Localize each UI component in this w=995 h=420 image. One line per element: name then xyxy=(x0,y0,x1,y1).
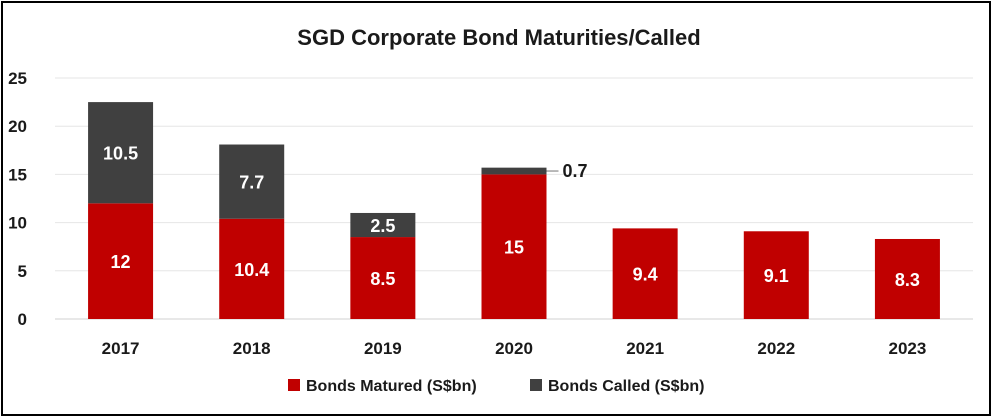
bar-called-2019 xyxy=(350,212,416,238)
bar-matured-2020 xyxy=(481,174,547,319)
bar-called-2018 xyxy=(219,144,285,219)
bars xyxy=(88,102,940,319)
x-tick-label: 2017 xyxy=(102,339,140,358)
data-label: 8.3 xyxy=(895,270,920,290)
data-label: 0.7 xyxy=(563,161,588,181)
legend-swatch xyxy=(288,379,300,391)
y-tick-label: 15 xyxy=(8,165,27,184)
data-label: 9.4 xyxy=(633,265,658,285)
data-label: 10.4 xyxy=(234,260,269,280)
y-tick-label: 0 xyxy=(18,310,27,329)
data-label: 7.7 xyxy=(239,173,264,193)
bar-matured-2023 xyxy=(874,238,940,319)
x-tick-label: 2022 xyxy=(757,339,795,358)
x-tick-label: 2018 xyxy=(233,339,271,358)
chart-title: SGD Corporate Bond Maturities/Called xyxy=(297,25,700,50)
chart: SGD Corporate Bond Maturities/Called 0 5 1… xyxy=(8,25,973,395)
x-tick-label: 2021 xyxy=(626,339,664,358)
x-axis: 2017 2018 2019 2020 2021 2022 2023 xyxy=(102,339,927,358)
bar-matured-2018 xyxy=(219,218,285,319)
data-label: 8.5 xyxy=(370,269,395,289)
y-tick-label: 10 xyxy=(8,214,27,233)
legend-label: Bonds Called (S$bn) xyxy=(548,378,704,395)
legend-swatch xyxy=(530,379,542,391)
x-tick-label: 2020 xyxy=(495,339,533,358)
data-label: 9.1 xyxy=(764,266,789,286)
bar-matured-2021 xyxy=(612,228,678,319)
data-label: 12 xyxy=(111,252,131,272)
y-tick-label: 5 xyxy=(18,262,27,281)
legend: Bonds Matured (S$bn) Bonds Called (S$bn) xyxy=(288,378,704,395)
bar-matured-2019 xyxy=(350,237,416,319)
bar-matured-2017 xyxy=(88,203,154,319)
legend-label: Bonds Matured (S$bn) xyxy=(306,378,477,395)
y-tick-label: 20 xyxy=(8,117,27,136)
y-axis: 0 5 10 15 20 25 xyxy=(8,69,27,329)
bar-called-2017 xyxy=(88,102,154,204)
x-tick-label: 2023 xyxy=(889,339,927,358)
bar-matured-2022 xyxy=(743,231,809,319)
data-label: 15 xyxy=(504,238,524,258)
data-labels: 12 10.5 10.4 7.7 8.5 2.5 15 0.7 9.4 9.1 8.3 xyxy=(103,144,920,290)
x-tick-label: 2019 xyxy=(364,339,402,358)
data-label: 10.5 xyxy=(103,144,138,164)
bar-called-2020 xyxy=(481,167,547,175)
data-label: 2.5 xyxy=(370,216,395,236)
y-tick-label: 25 xyxy=(8,69,27,88)
